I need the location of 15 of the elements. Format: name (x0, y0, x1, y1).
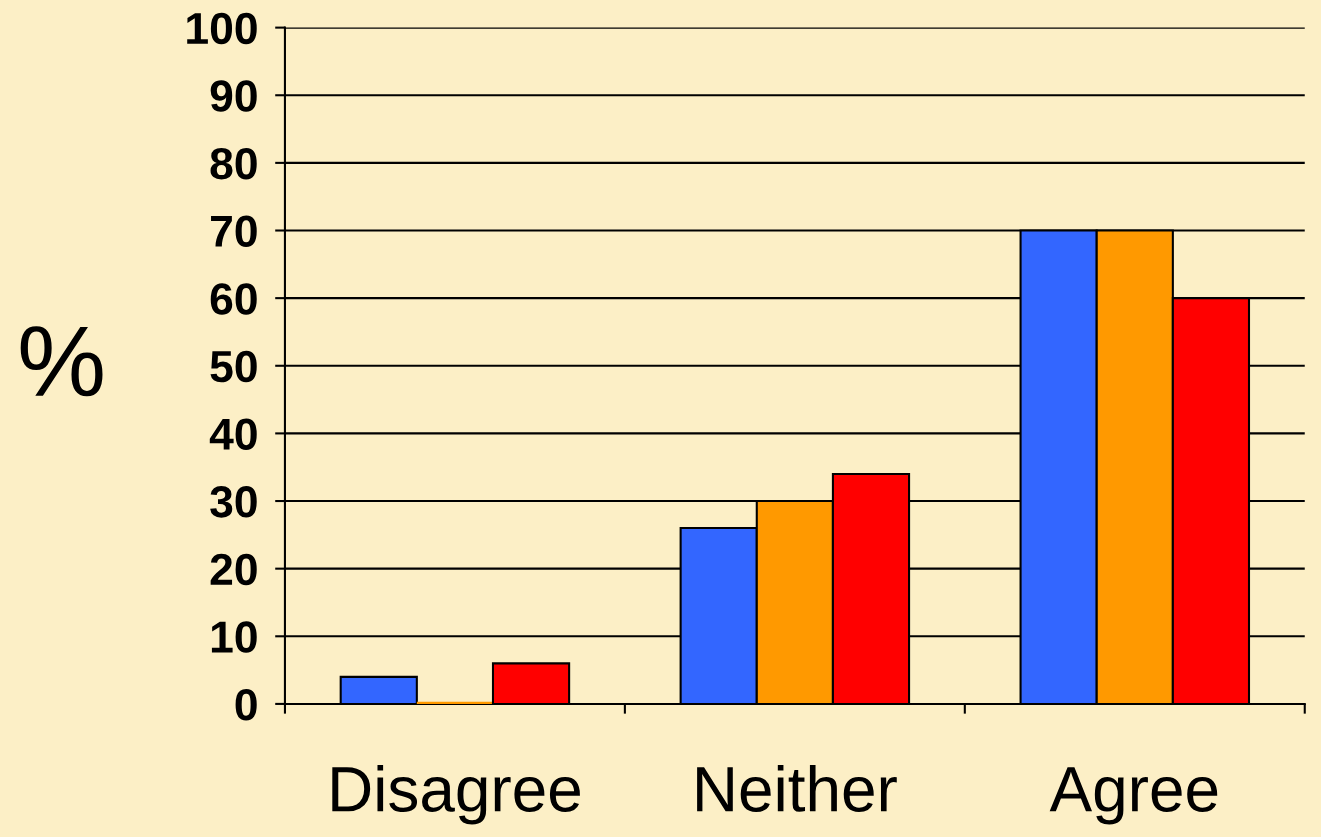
y-tick-label: 100 (187, 12, 257, 45)
y-tick-label: 90 (210, 80, 257, 112)
y-tick-label: 20 (210, 553, 257, 586)
x-tick-label: Neither (697, 765, 897, 812)
y-tick-label: 30 (210, 486, 257, 518)
y-tick-label: 10 (211, 621, 257, 653)
x-tick-label: Agree (1049, 767, 1218, 825)
y-tick-label: 70 (211, 215, 257, 248)
y-tick-label: 0 (235, 688, 257, 721)
y-tick-label: 40 (209, 418, 257, 450)
y-tick-label: 50 (210, 350, 257, 383)
y-tick-label: 60 (210, 283, 257, 315)
y-tick-label: 80 (210, 147, 257, 180)
y-axis-title: % (20, 326, 103, 397)
x-tick-label: Disagree (332, 765, 580, 825)
